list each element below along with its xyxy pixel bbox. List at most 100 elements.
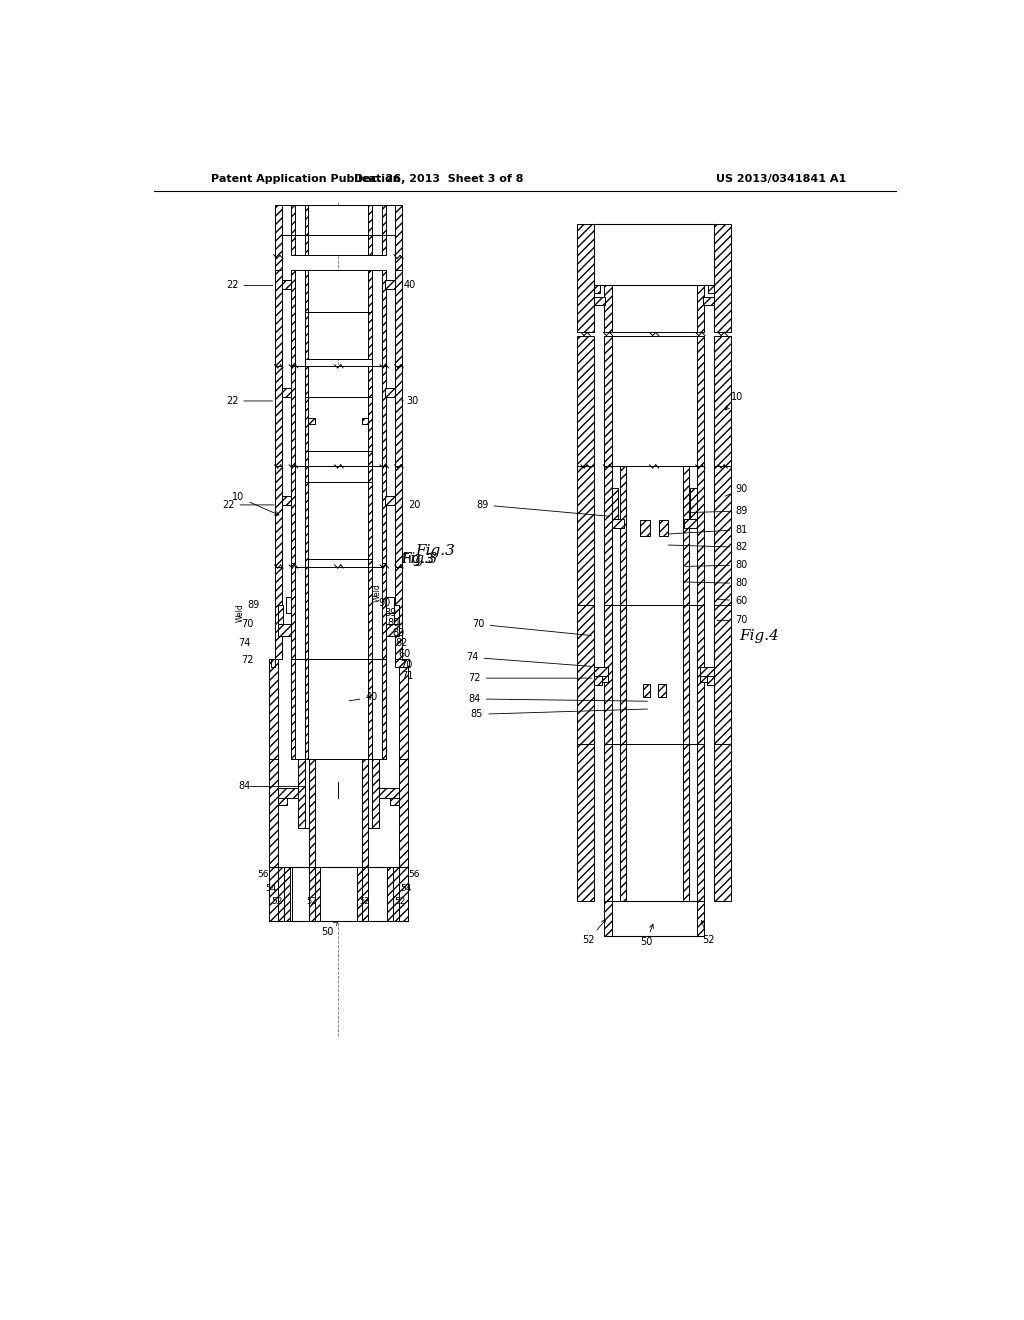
Bar [278,797,287,805]
Bar [611,743,620,902]
Bar [696,466,705,605]
Bar [309,759,314,867]
Bar [309,867,314,921]
Bar [295,566,304,659]
Bar [604,335,611,466]
Bar [269,759,278,867]
Text: 10: 10 [725,392,743,409]
Text: 72: 72 [242,656,254,665]
Bar [362,418,369,424]
Text: 30: 30 [401,396,419,407]
Bar [620,743,626,902]
Bar [382,562,386,659]
Bar [611,519,625,528]
Bar [308,418,314,424]
Bar [700,667,714,676]
Bar [292,867,389,921]
Bar [308,271,369,359]
Bar [594,297,605,305]
Text: 80: 80 [685,578,748,589]
Bar [304,397,373,451]
Bar [714,605,731,743]
Bar [275,271,283,367]
Bar [690,488,696,519]
Text: 50: 50 [640,924,653,948]
Bar [283,388,292,397]
Bar [283,496,292,506]
Bar [382,367,386,466]
Bar [308,205,369,255]
Bar [611,466,620,605]
Text: Patent Application Publication: Patent Application Publication [211,174,401,185]
Bar [604,605,611,743]
Text: 80: 80 [685,560,748,570]
Text: 89: 89 [248,601,260,610]
Bar [604,466,611,605]
Bar [611,488,617,519]
Bar [373,205,382,255]
Text: 74: 74 [239,639,251,648]
Bar [308,566,369,659]
Text: 74: 74 [466,652,591,667]
Bar [643,684,650,697]
Bar [275,367,283,466]
Text: Weld: Weld [373,583,382,602]
Bar [298,759,304,829]
Bar [382,205,386,255]
Bar [594,285,600,293]
Bar [594,224,714,285]
Bar [394,367,401,466]
Bar [382,582,386,624]
Bar [387,867,393,921]
Bar [362,759,368,867]
Bar [626,466,683,605]
Text: 52: 52 [700,920,715,945]
Bar [373,566,382,659]
Bar [369,466,373,566]
Text: 89: 89 [385,607,397,618]
Bar [578,466,594,605]
Text: 52: 52 [359,898,370,906]
Bar [386,597,394,612]
Text: 22: 22 [226,396,272,407]
Text: 52: 52 [394,898,406,906]
Text: 72: 72 [468,673,591,684]
Bar [304,205,308,255]
Text: 81: 81 [669,524,748,535]
Text: 89: 89 [392,628,404,639]
Text: 60: 60 [717,597,748,606]
Bar [382,659,386,759]
Bar [394,466,401,566]
Text: 40: 40 [403,280,416,290]
Bar [275,566,283,659]
Bar [696,285,705,331]
Bar [399,659,408,759]
Bar [620,605,626,743]
Bar [308,659,369,759]
Bar [684,519,696,528]
Bar [604,285,611,331]
Bar [394,605,398,624]
Bar [578,605,594,743]
Bar [304,313,373,359]
Bar [369,271,373,359]
Bar [369,205,373,255]
Bar [393,867,399,921]
Text: 70: 70 [400,660,413,671]
Text: 54: 54 [400,884,412,892]
Bar [700,676,707,682]
Text: 84: 84 [239,781,251,791]
Text: Fig.3: Fig.3 [416,544,456,558]
Bar [373,466,382,566]
Bar [696,335,705,466]
Bar [270,659,275,667]
Bar [369,659,373,759]
Bar [689,466,696,605]
Text: Fig.4: Fig.4 [739,628,778,643]
Bar [269,867,278,921]
Bar [703,297,714,305]
Bar [689,605,696,743]
Bar [382,466,386,566]
Bar [394,271,401,367]
Bar [707,676,714,685]
